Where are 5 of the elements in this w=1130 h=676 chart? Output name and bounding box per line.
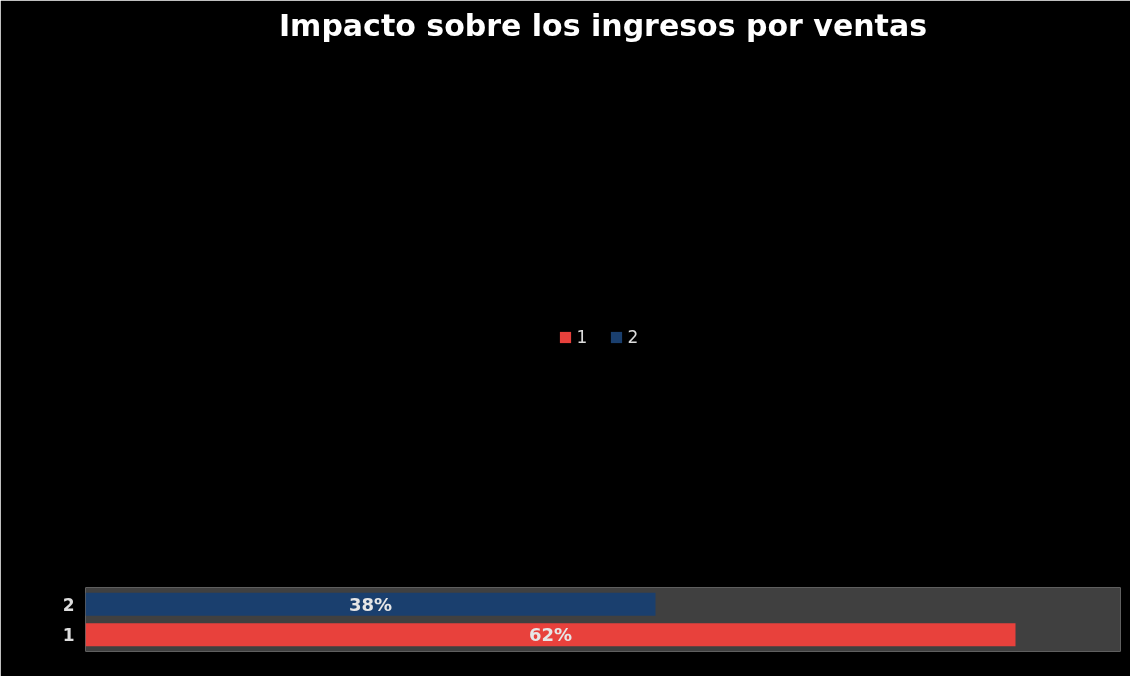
legend-label: 1 [576, 327, 589, 347]
legend-label: 2 [627, 327, 640, 347]
data-label: 62% [528, 624, 573, 646]
chart-title: Impacto sobre los ingresos por ventas [278, 7, 928, 43]
data-label: 38% [348, 593, 393, 615]
